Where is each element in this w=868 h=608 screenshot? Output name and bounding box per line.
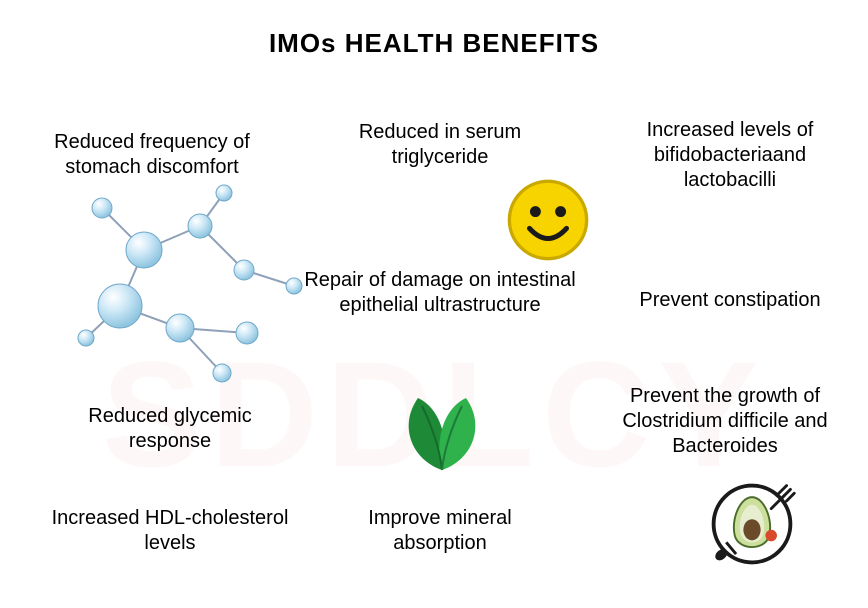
page-title: IMOs HEALTH BENEFITS <box>0 28 868 59</box>
benefit-clostridium: Prevent the growth of Clostridium diffic… <box>600 384 850 459</box>
benefit-hdl-cholesterol: Increased HDL-cholesterol levels <box>50 506 290 556</box>
smiley-icon <box>506 178 590 262</box>
benefit-mineral-absorption: Improve mineral absorption <box>320 506 560 556</box>
benefit-stomach-discomfort: Reduced frequency of stomach discomfort <box>22 130 282 180</box>
benefit-constipation: Prevent constipation <box>620 288 840 313</box>
benefit-serum-triglyceride: Reduced in serum triglyceride <box>330 120 550 170</box>
molecule-icon <box>72 178 312 388</box>
benefit-glycemic-response: Reduced glycemic response <box>50 404 290 454</box>
avocado-plate-icon <box>704 476 800 572</box>
leaf-icon <box>392 382 492 482</box>
benefit-bifidobacteria: Increased levels of bifidobacteriaand la… <box>620 118 840 193</box>
benefit-intestinal-epithelial: Repair of damage on intestinal epithelia… <box>300 268 580 318</box>
